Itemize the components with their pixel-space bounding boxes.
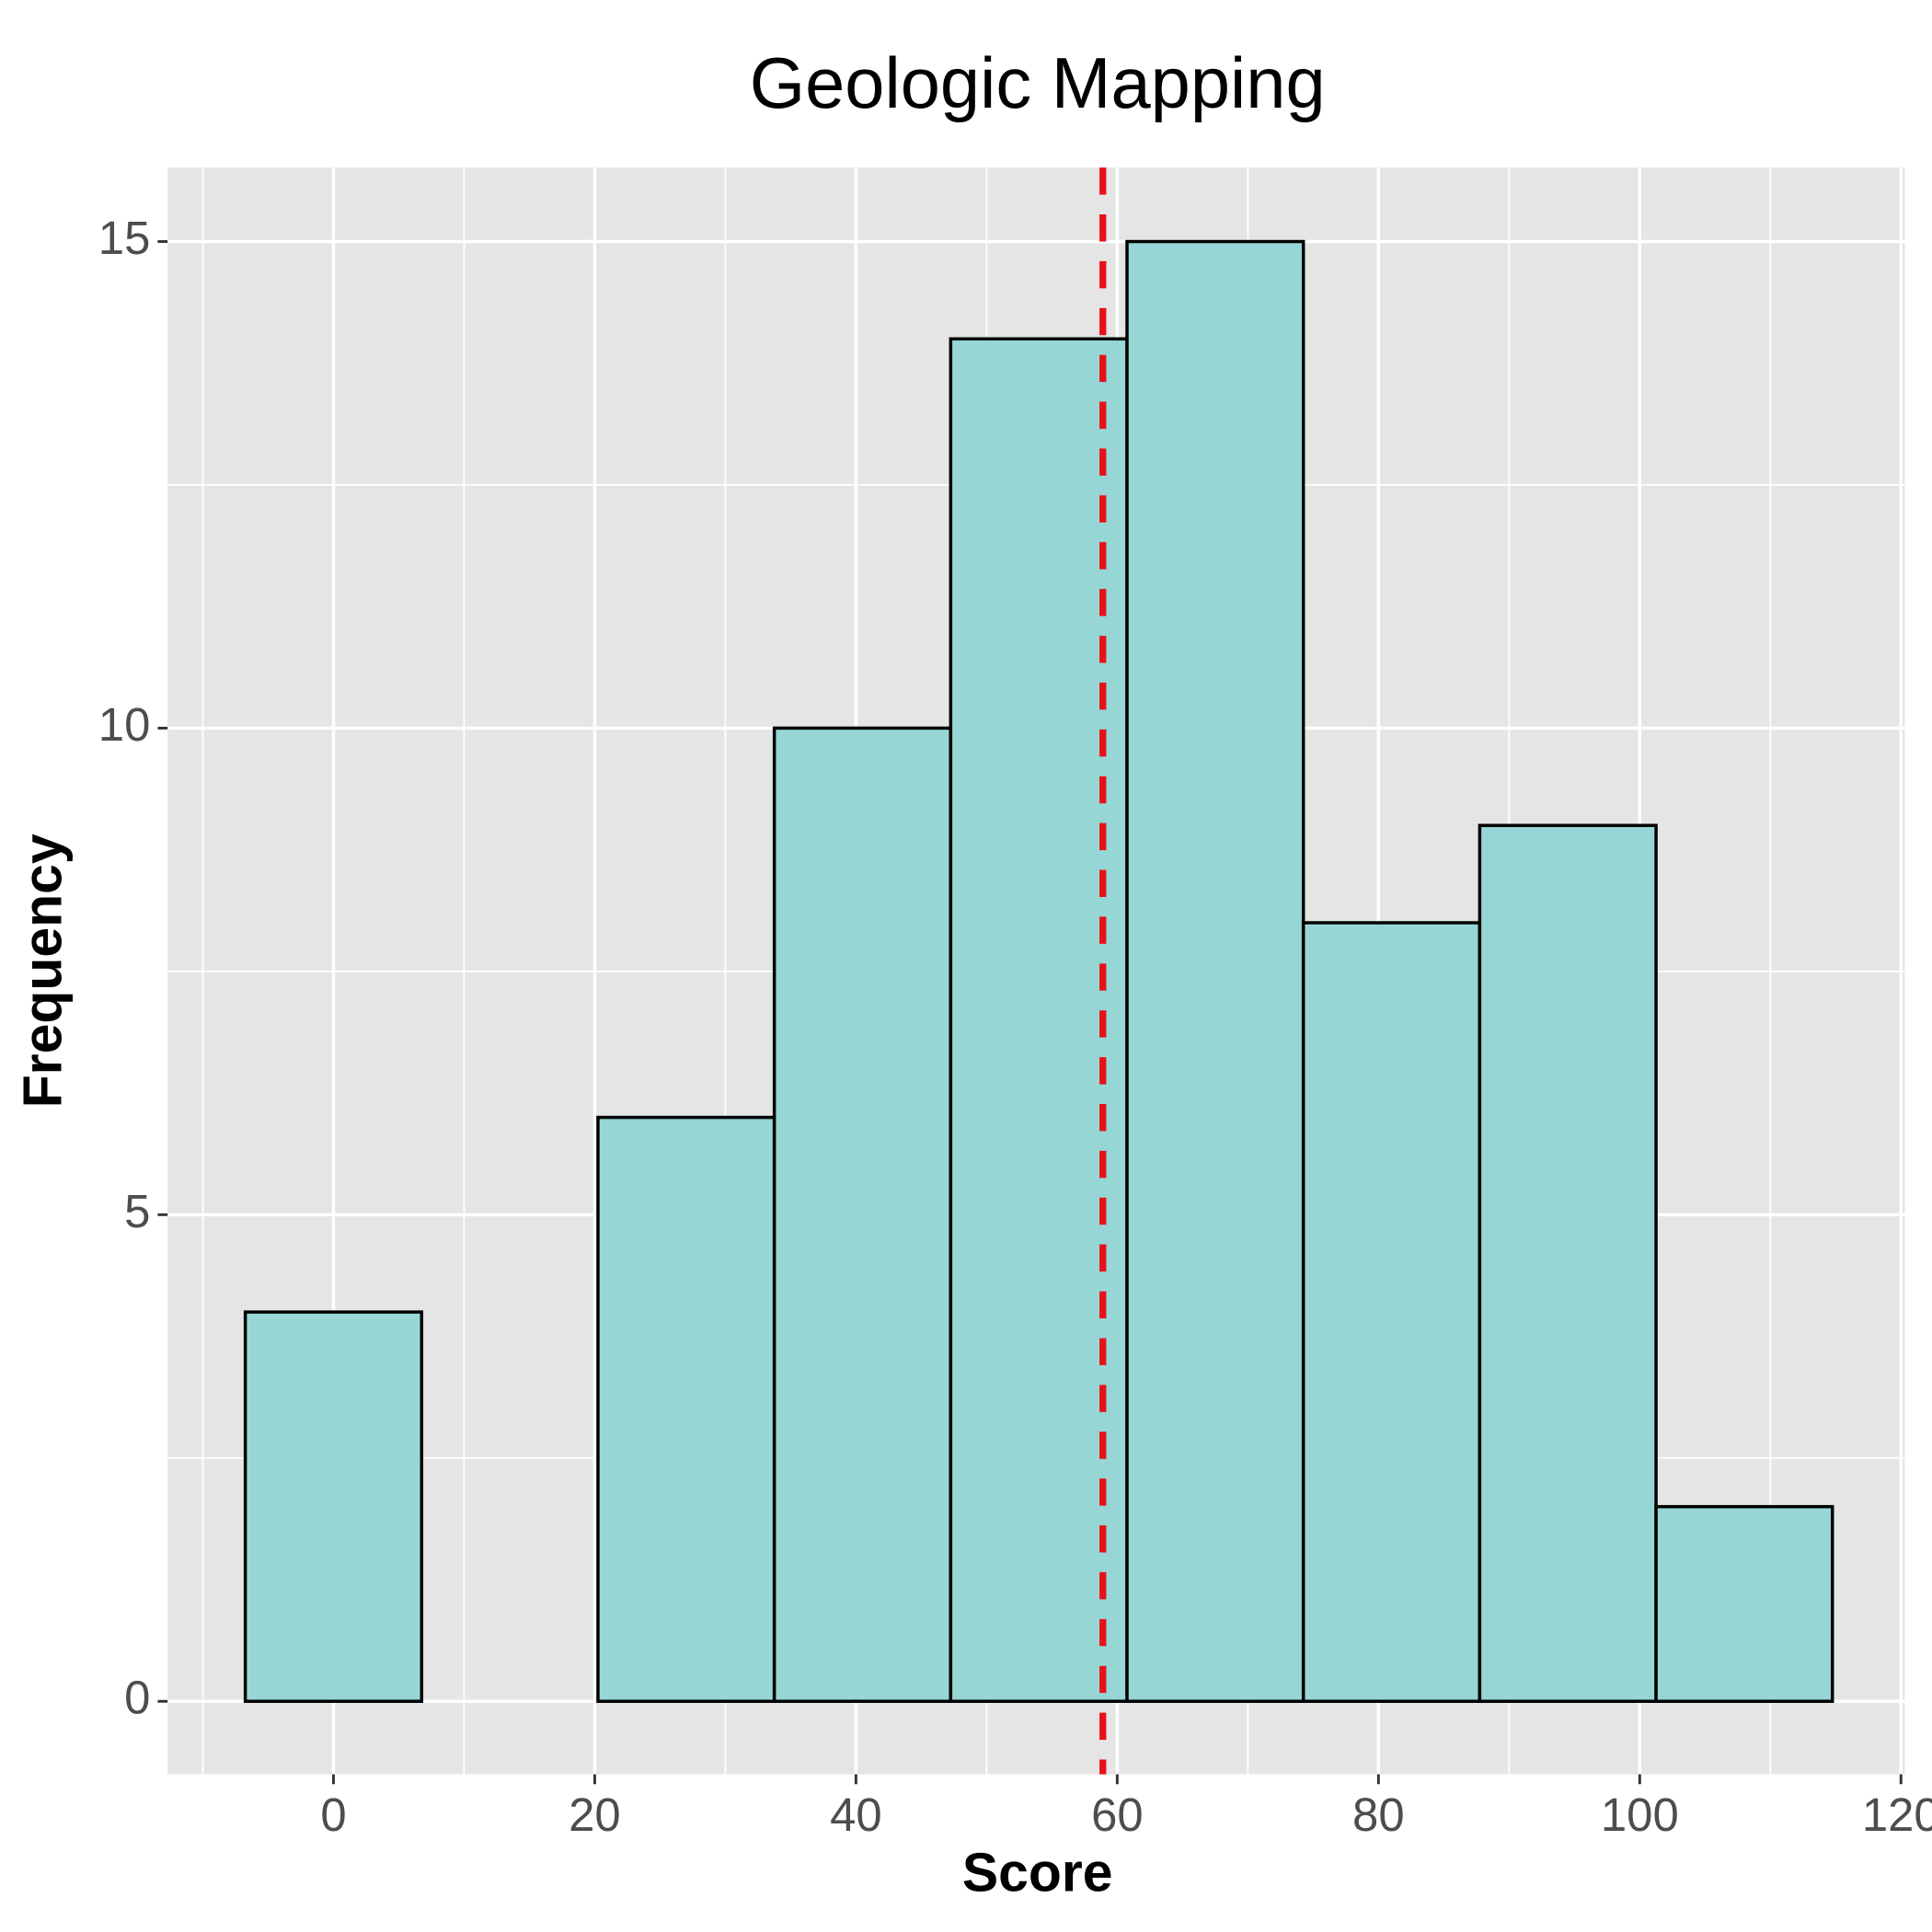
x-axis-label: Score — [962, 1843, 1113, 1903]
y-axis-label: Frequency — [13, 834, 73, 1108]
x-tick-label: 100 — [1601, 1788, 1679, 1841]
x-tick-label: 120 — [1862, 1788, 1932, 1841]
y-tick-label: 0 — [124, 1672, 150, 1724]
x-tick-label: 20 — [569, 1788, 621, 1841]
chart-title: Geologic Mapping — [750, 44, 1326, 123]
x-tick-label: 0 — [320, 1788, 346, 1841]
bar — [1301, 921, 1482, 1703]
bar — [243, 1310, 424, 1703]
y-tick-label: 15 — [98, 212, 151, 264]
x-tick-label: 60 — [1091, 1788, 1144, 1841]
bar — [1654, 1504, 1834, 1703]
bar — [596, 1115, 776, 1703]
x-tick-label: 80 — [1352, 1788, 1405, 1841]
y-tick-label: 5 — [124, 1185, 150, 1237]
bar — [772, 726, 953, 1703]
bar — [949, 337, 1129, 1703]
bar — [1478, 823, 1658, 1703]
y-tick-label: 10 — [98, 698, 151, 751]
marks — [243, 167, 1834, 1775]
bar — [1125, 239, 1305, 1703]
x-tick-label: 40 — [830, 1788, 882, 1841]
